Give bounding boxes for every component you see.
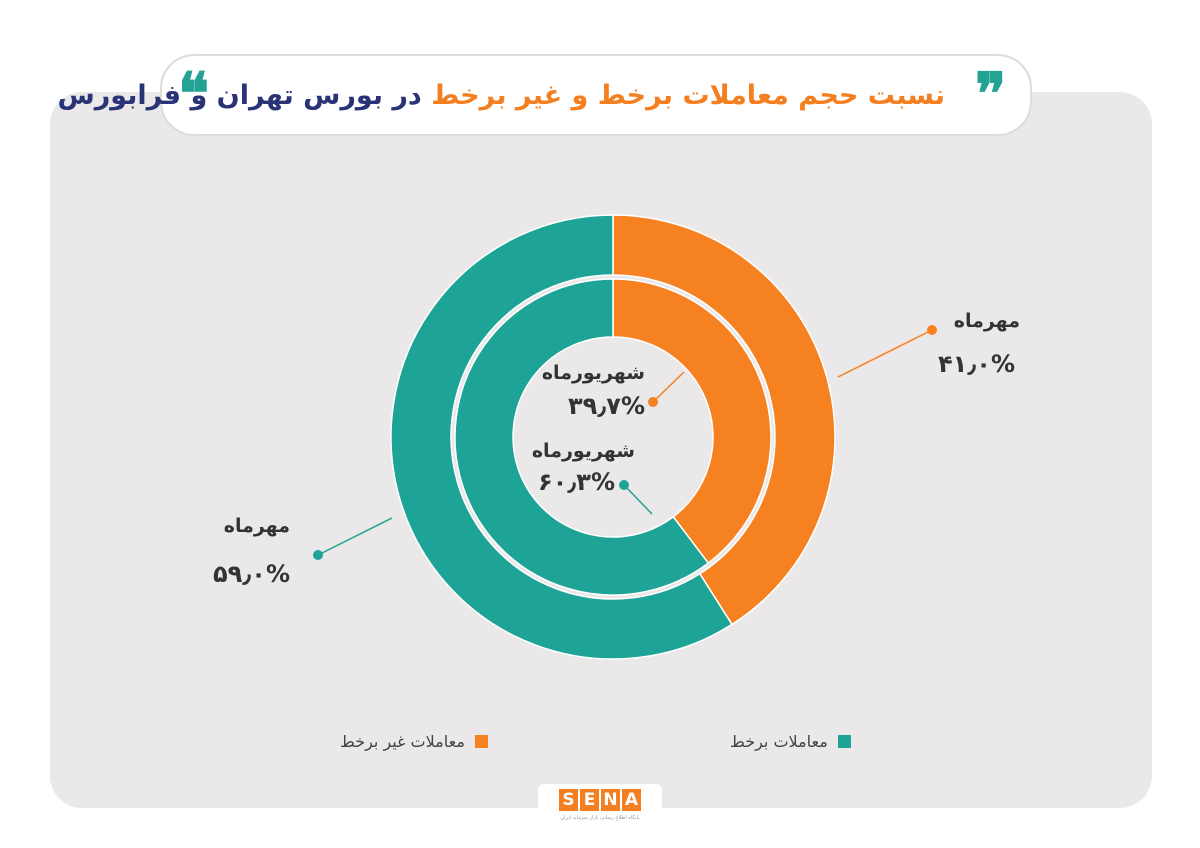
label-inner-offline-value: ۳۹٫۷% <box>568 392 645 420</box>
leader-inner-online-dot <box>619 480 629 490</box>
legend-label-online: معاملات برخط <box>730 731 828 751</box>
legend-item-offline: معاملات غیر برخط <box>340 730 488 752</box>
chart-title: نسبت حجم معاملات برخط و غیر برخط در بورس… <box>57 76 945 116</box>
slice-outer-offline <box>612 214 836 626</box>
leader-outer-online <box>317 517 393 556</box>
label-outer-offline-value: ۴۱٫۰% <box>938 350 1015 378</box>
title-banner <box>160 54 1032 136</box>
chart-card <box>50 92 1152 808</box>
label-outer-online-value: ۵۹٫۰% <box>213 560 290 588</box>
label-outer-offline-period: مهرماه <box>953 310 1020 332</box>
leader-inner-offline <box>652 371 685 403</box>
title-highlight: نسبت حجم معاملات برخط و غیر برخط <box>431 80 945 111</box>
sena-logo <box>538 784 662 824</box>
slice-inner-online <box>454 278 710 596</box>
leader-outer-offline-dot <box>927 325 937 335</box>
quote-open-icon: ❞ <box>975 60 1007 128</box>
title-rest: در بورس تهران و فرابورس <box>57 80 422 111</box>
slice-outer-online <box>390 214 733 660</box>
leader-inner-online <box>623 484 653 515</box>
legend-swatch-online <box>837 734 851 748</box>
label-outer-online-period: مهرماه <box>223 515 290 537</box>
leader-outer-online-dot <box>313 550 323 560</box>
logo-letter: S <box>559 789 578 811</box>
slice-inner-offline <box>612 278 772 565</box>
legend-label-offline: معاملات غیر برخط <box>340 731 465 751</box>
logo-letter: N <box>601 789 620 811</box>
sena-logo-wordmark: S E N A <box>557 789 643 813</box>
quote-close-icon: ❝ <box>178 60 210 128</box>
leader-outer-offline <box>837 329 933 378</box>
logo-subtitle: پایگاه اطلاع رسانی بازار سرمایه ایران <box>560 815 640 821</box>
legend-swatch-offline <box>474 734 488 748</box>
logo-letter: A <box>622 789 641 811</box>
label-inner-online-value: ۶۰٫۳% <box>538 468 615 496</box>
legend-item-online: معاملات برخط <box>730 730 851 752</box>
leader-inner-offline-dot <box>648 397 658 407</box>
label-inner-offline-period: شهریورماه <box>541 362 645 384</box>
logo-letter: E <box>580 789 599 811</box>
label-inner-online-period: شهریورماه <box>531 440 635 462</box>
